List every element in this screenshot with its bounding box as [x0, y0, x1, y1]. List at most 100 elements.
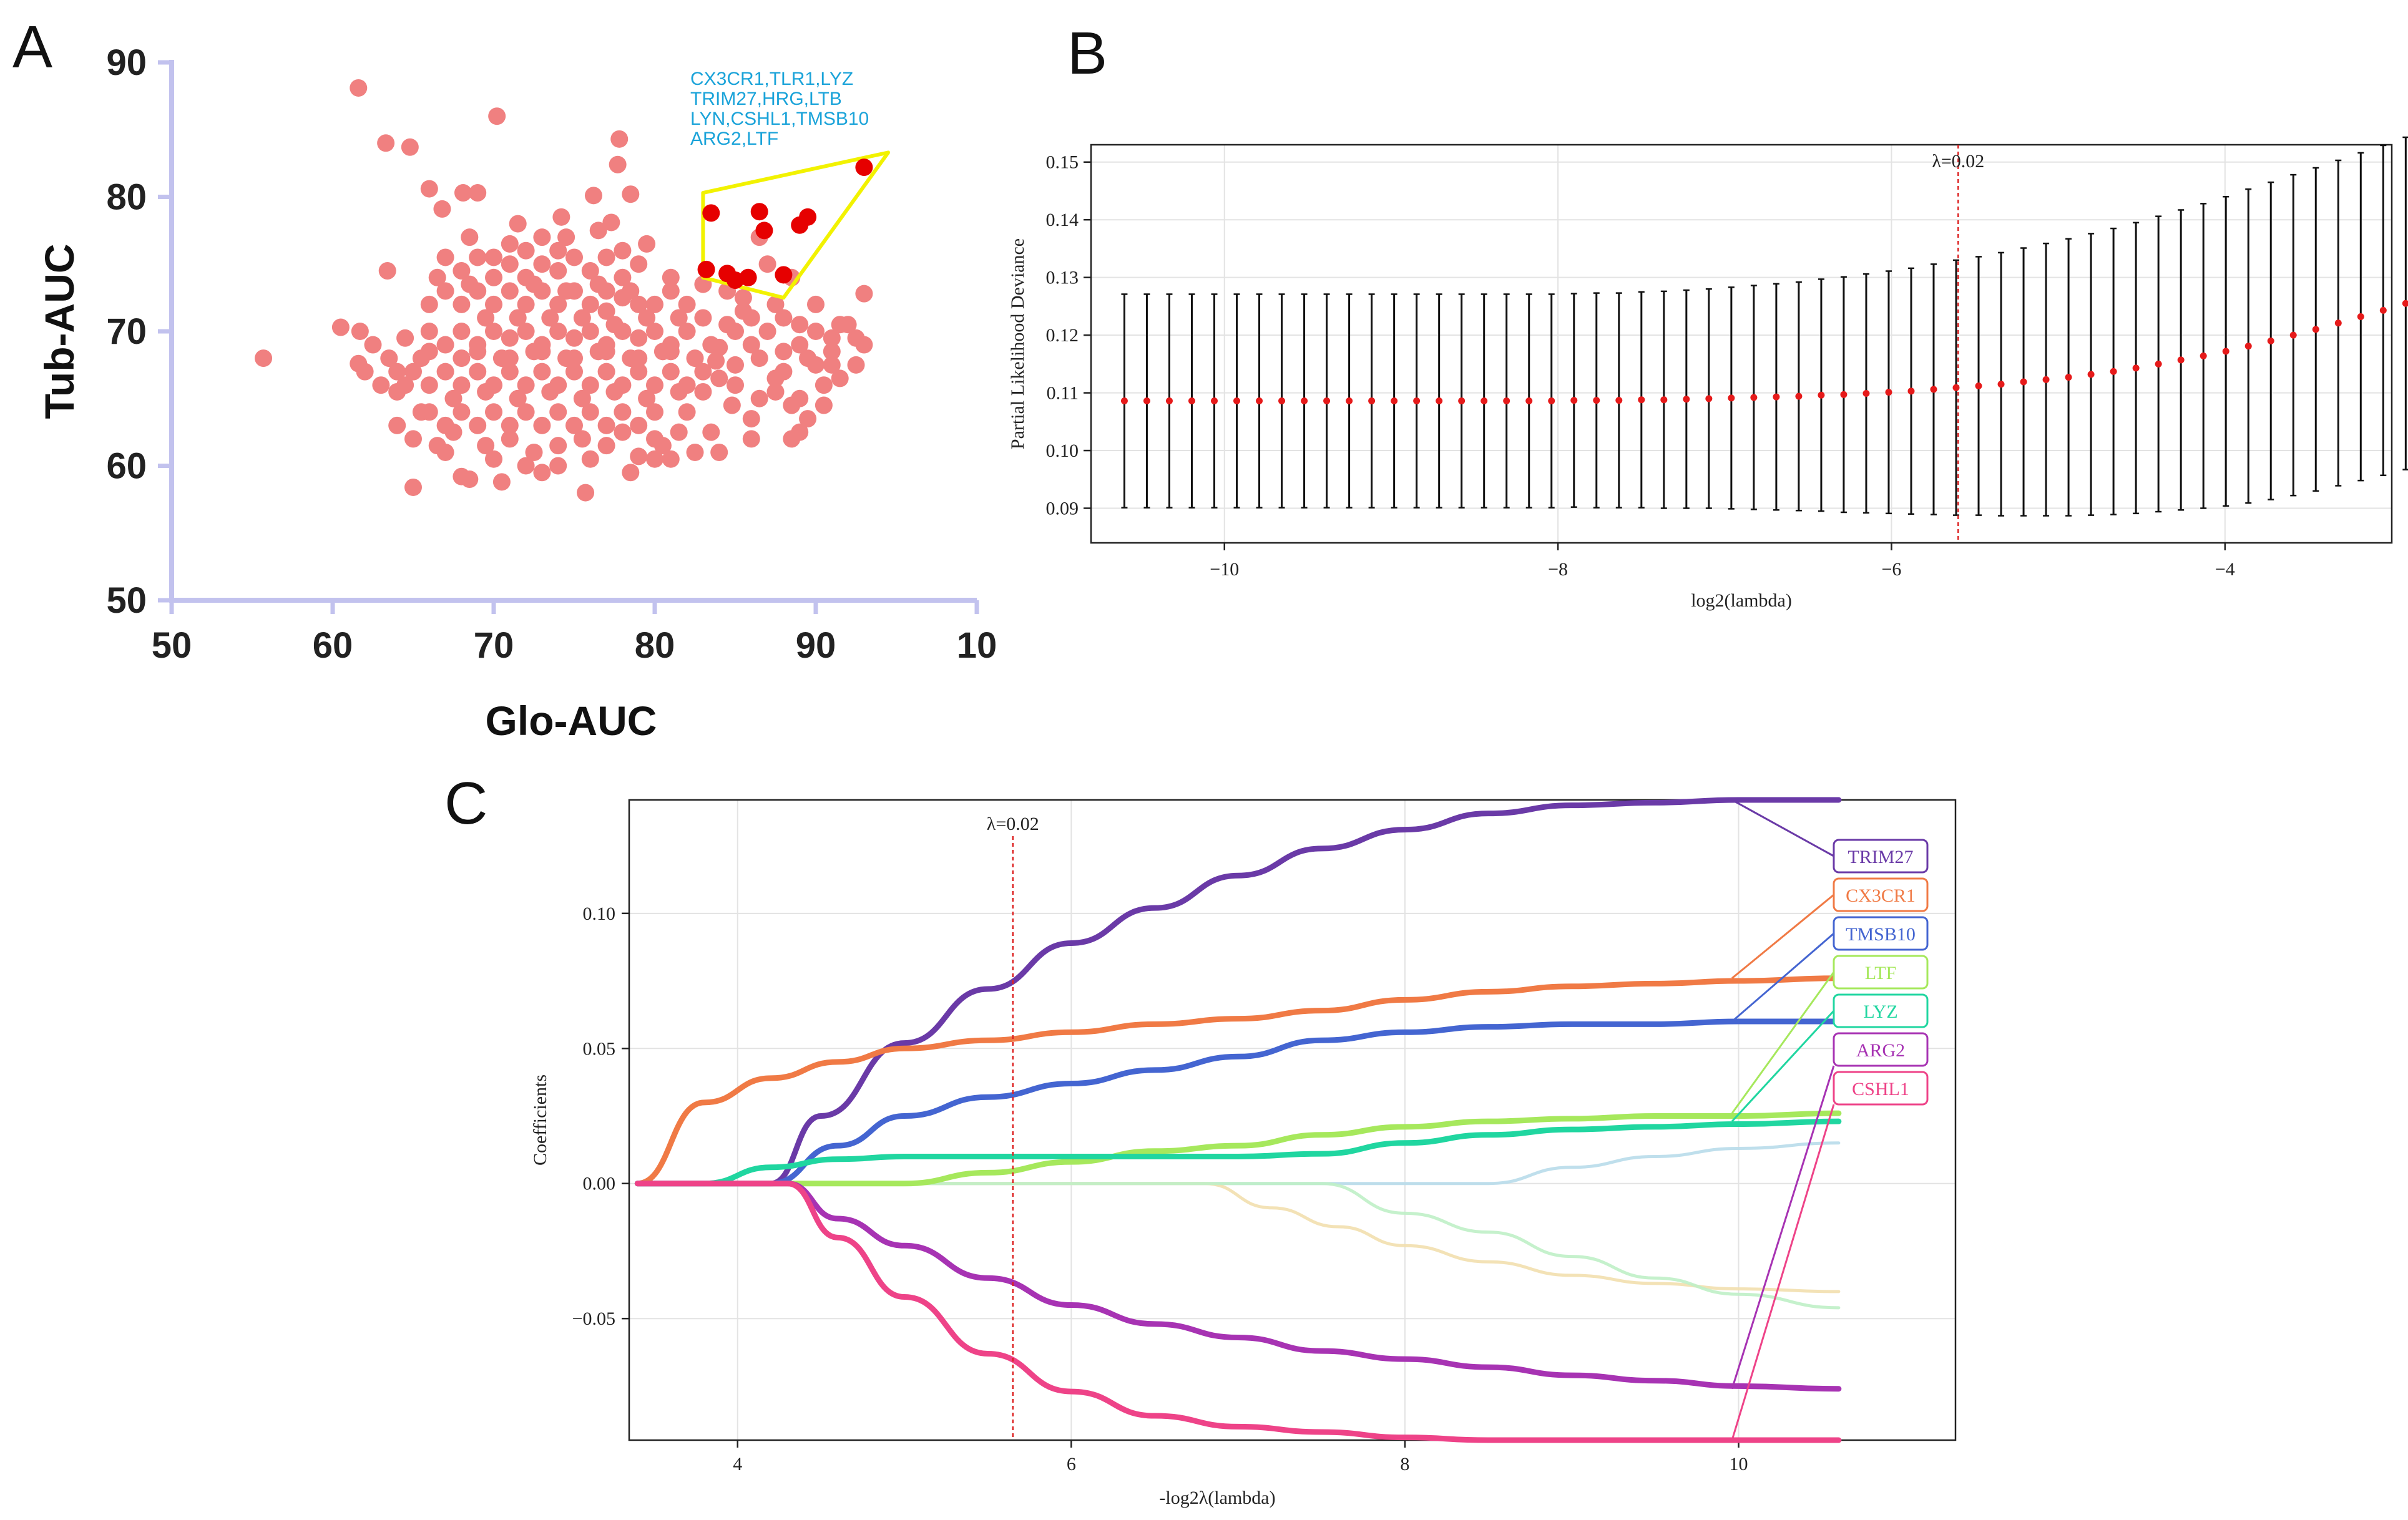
a-gene-annotation: LYN,CSHL1,TMSB10: [690, 109, 869, 129]
b-mean-point: [1660, 396, 1668, 404]
c-legend-box: [1833, 955, 1929, 990]
b-lambda-label: λ=0.02: [1932, 151, 1984, 172]
a-data-point: [646, 323, 663, 340]
b-mean-point: [2087, 371, 2095, 378]
a-data-point: [831, 369, 849, 387]
a-data-point: [453, 262, 471, 280]
a-data-point: [469, 343, 487, 361]
a-highlight-point: [697, 260, 715, 278]
a-data-point: [517, 323, 535, 340]
a-data-point: [565, 349, 583, 368]
panel-b-letter: B: [1067, 20, 1107, 87]
a-data-point: [453, 295, 471, 313]
b-x-tick-label: −8: [1548, 559, 1568, 580]
a-data-point: [686, 349, 704, 368]
a-data-point: [477, 309, 495, 327]
a-data-point: [605, 382, 624, 401]
c-legend-box: [1833, 993, 1929, 1028]
a-data-point: [453, 349, 471, 368]
a-data-point: [501, 329, 519, 347]
a-data-point: [577, 484, 595, 502]
a-data-point: [614, 241, 632, 260]
a-data-point: [549, 262, 567, 280]
a-data-point: [727, 376, 744, 394]
a-data-point: [766, 382, 785, 401]
a-data-point: [750, 349, 768, 368]
a-data-point: [609, 155, 627, 173]
a-data-point: [646, 295, 663, 313]
a-data-point: [533, 255, 551, 273]
a-data-point: [436, 363, 454, 381]
c-legend-leader: [1731, 972, 1835, 1114]
c-path-arg2: [634, 1181, 1842, 1392]
a-data-point: [517, 241, 535, 260]
a-data-point: [517, 295, 535, 313]
a-data-point: [565, 363, 583, 381]
a-data-point: [501, 255, 519, 273]
a-data-point: [662, 363, 680, 381]
a-gene-annotation: CX3CR1,TLR1,LYZ: [690, 69, 853, 89]
a-data-point: [509, 389, 527, 407]
b-mean-point: [2402, 300, 2408, 307]
a-data-point: [742, 410, 760, 428]
a-data-point: [734, 302, 752, 320]
a-data-point: [501, 282, 519, 300]
a-data-point: [630, 349, 648, 368]
b-mean-point: [2065, 374, 2072, 381]
c-y-tick-label: 0.05: [583, 1038, 616, 1059]
b-mean-point: [1773, 393, 1780, 401]
a-y-tick-label: 70: [106, 311, 147, 352]
b-mean-point: [2379, 306, 2387, 314]
a-data-point: [436, 248, 454, 266]
c-y-tick-label: 0.10: [583, 904, 616, 924]
c-x-tick-label: 10: [1730, 1454, 1748, 1474]
a-data-point: [807, 295, 825, 313]
a-data-point: [807, 323, 825, 340]
b-mean-point: [1120, 397, 1128, 405]
a-data-point: [501, 349, 519, 368]
b-mean-point: [1233, 397, 1241, 405]
a-data-point: [734, 289, 752, 307]
a-data-point: [630, 295, 648, 313]
a-highlight-point: [855, 158, 873, 177]
a-data-point: [485, 248, 502, 266]
b-mean-point: [1525, 397, 1533, 405]
a-data-point: [605, 316, 624, 334]
a-data-point: [686, 443, 704, 461]
b-y-tick-label: 0.12: [1046, 325, 1079, 346]
a-data-point: [404, 363, 422, 381]
b-mean-point: [1818, 391, 1825, 399]
a-data-point: [492, 473, 511, 491]
a-data-point: [646, 403, 663, 421]
a-data-point: [662, 268, 680, 286]
a-data-point: [255, 349, 273, 368]
a-data-point: [630, 255, 648, 273]
a-data-point: [766, 295, 785, 313]
b-mean-point: [1683, 396, 1690, 403]
b-y-tick-label: 0.14: [1046, 210, 1079, 230]
a-data-point: [742, 336, 760, 354]
c-legend-box: [1833, 839, 1929, 874]
b-mean-point: [1885, 389, 1892, 396]
a-data-point: [622, 185, 640, 203]
a-data-point: [638, 235, 656, 253]
b-mean-point: [1458, 397, 1466, 405]
a-data-point: [694, 309, 712, 327]
a-data-point: [350, 79, 368, 97]
a-data-point: [702, 423, 720, 441]
a-data-point: [584, 187, 602, 205]
a-data-point: [758, 255, 776, 273]
a-x-axis-label: Glo-AUC: [486, 698, 657, 744]
a-highlight-point: [739, 268, 757, 286]
a-data-point: [377, 134, 395, 152]
a-data-point: [485, 295, 502, 313]
a-data-point: [646, 450, 663, 468]
panel-a: A 50 60 70 80 90 10 50 60 70 80 90 Glo-AUC Tub-AUC CX…: [12, 14, 997, 744]
a-data-point: [541, 382, 559, 401]
c-legend-label: CX3CR1: [1846, 885, 1916, 906]
a-data-point: [557, 282, 575, 300]
b-mean-point: [1907, 387, 1915, 395]
panel-a-letter: A: [12, 14, 52, 80]
a-data-point: [831, 316, 849, 334]
panel-b: B −10 −8 −6 −4 0.09 0.10 0.11 0.12 0.13 0.14 0.15 l…: [1007, 20, 2408, 611]
